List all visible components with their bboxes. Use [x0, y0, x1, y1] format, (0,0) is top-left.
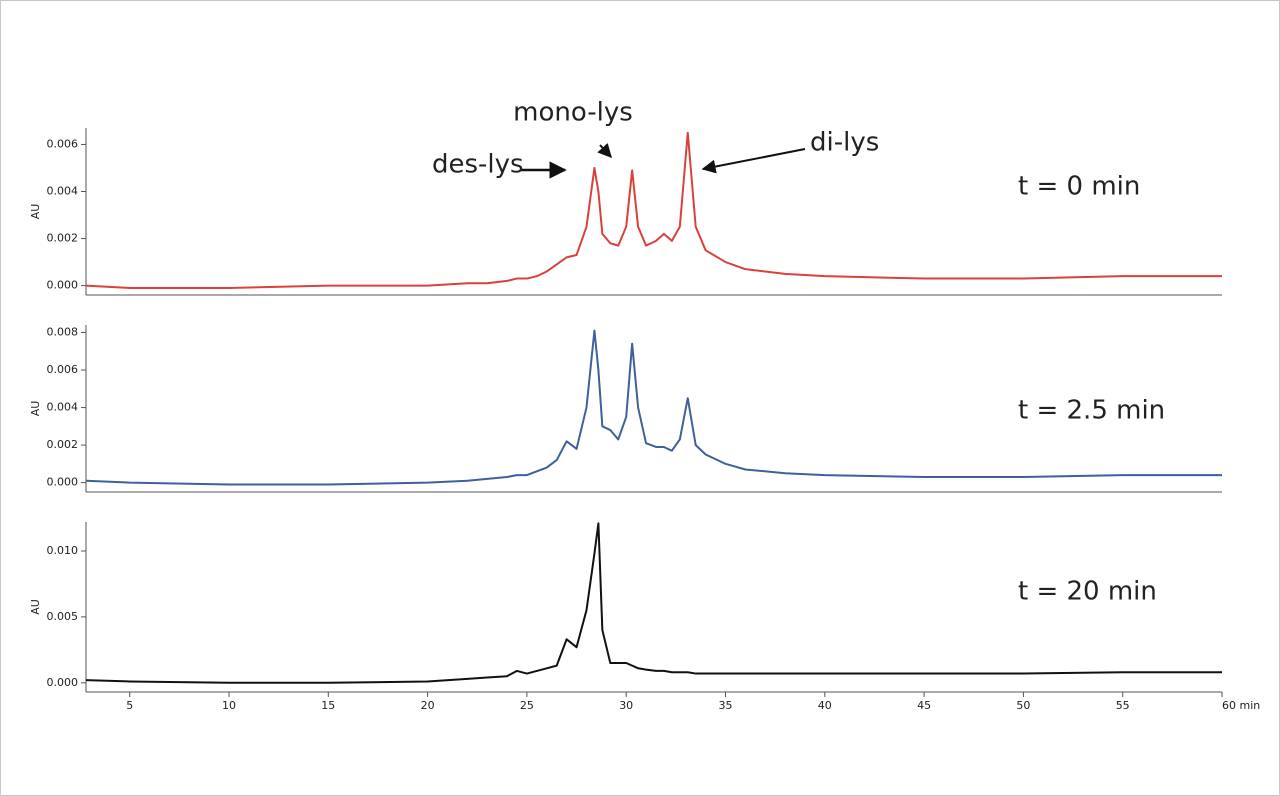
y-tick-label: 0.008	[47, 326, 79, 339]
panel-label: t = 0 min	[1018, 172, 1140, 202]
x-tick-label: 40	[818, 699, 832, 712]
x-tick-label: 45	[917, 699, 931, 712]
y-tick-label: 0.006	[47, 137, 79, 150]
panel-label: t = 20 min	[1018, 577, 1157, 607]
peak-annotation: mono-lys	[513, 98, 633, 128]
y-tick-label: 0.000	[47, 279, 79, 292]
y-tick-label: 0.010	[47, 544, 79, 557]
y-tick-label: 0.004	[47, 185, 79, 198]
x-tick-label: 15	[321, 699, 335, 712]
x-tick-label: 25	[520, 699, 534, 712]
y-tick-label: 0.004	[47, 401, 79, 414]
line	[85, 131, 1222, 289]
y-tick-label: 0.000	[47, 476, 79, 489]
x-tick-label: 5	[126, 699, 133, 712]
x-tick-label: 30	[619, 699, 633, 712]
x-tick-label: 10	[222, 699, 236, 712]
y-axis-label: AU	[29, 599, 42, 615]
y-tick-label: 0.006	[47, 363, 79, 376]
y-axis-label: AU	[29, 401, 42, 417]
x-tick-label: 60 min	[1222, 699, 1260, 712]
y-tick-label: 0.002	[47, 438, 79, 451]
y-tick-label: 0.000	[47, 676, 79, 689]
x-tick-label: 55	[1116, 699, 1130, 712]
peak-annotation: des-lys	[432, 150, 524, 180]
y-tick-label: 0.002	[47, 232, 79, 245]
y-tick-label: 0.005	[47, 610, 79, 623]
x-tick-label: 35	[718, 699, 732, 712]
line	[85, 522, 1222, 684]
x-tick-label: 20	[421, 699, 435, 712]
arrow	[701, 148, 806, 174]
x-tick-label: 50	[1016, 699, 1030, 712]
y-axis-label: AU	[29, 204, 42, 220]
panel-label: t = 2.5 min	[1018, 396, 1165, 426]
line	[85, 329, 1222, 486]
arrow	[597, 142, 612, 159]
peak-annotation: di-lys	[810, 128, 879, 158]
